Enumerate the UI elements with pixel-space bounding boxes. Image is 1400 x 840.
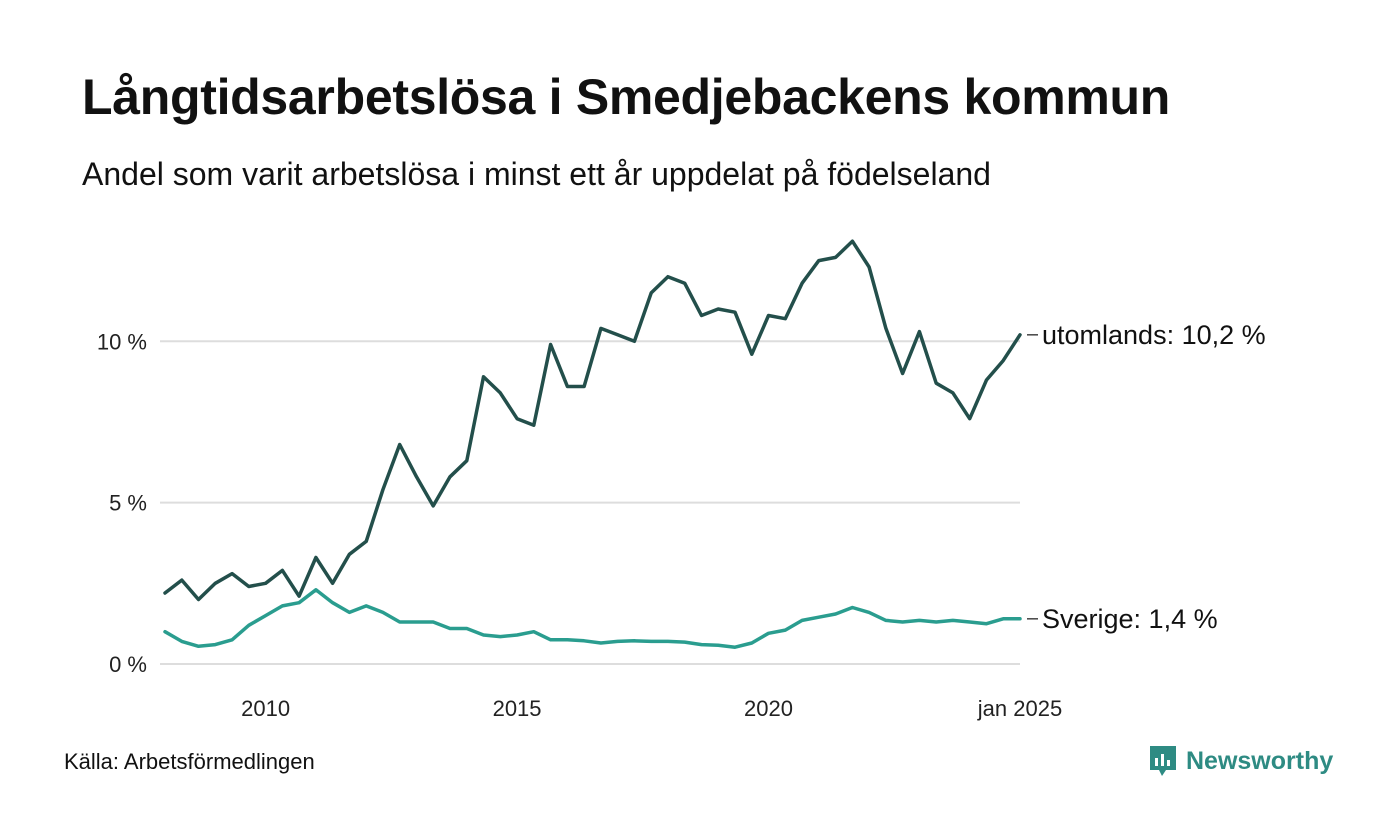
series-lines — [163, 239, 1022, 649]
line-chart: 0 % 5 % 10 % 2010 2015 2020 jan 2025 utomland… — [97, 239, 1266, 721]
end-label-utomlands: utomlands: 10,2 % — [1042, 320, 1266, 350]
y-tick-label: 0 % — [109, 652, 147, 677]
newsworthy-logo-icon — [1150, 746, 1176, 776]
end-labels: utomlands: 10,2 % Sverige: 1,4 % — [1027, 320, 1266, 634]
chart-subtitle: Andel som varit arbetslösa i minst ett å… — [82, 156, 991, 192]
x-tick-label: 2010 — [241, 696, 290, 721]
brand-logo: Newsworthy — [1148, 744, 1333, 778]
series-line-utomlands — [163, 239, 1022, 602]
end-label-sverige: Sverige: 1,4 % — [1042, 604, 1218, 634]
y-tick-label: 5 % — [109, 491, 147, 516]
chart-title: Långtidsarbetslösa i Smedjebackens kommu… — [82, 69, 1171, 125]
x-tick-label: 2015 — [493, 696, 542, 721]
brand-name: Newsworthy — [1186, 746, 1334, 775]
source-note: Källa: Arbetsförmedlingen — [64, 749, 315, 774]
x-tick-label: jan 2025 — [977, 696, 1062, 721]
y-axis-labels: 0 % 5 % 10 % — [97, 329, 147, 677]
x-axis-labels: 2010 2015 2020 jan 2025 — [241, 696, 1062, 721]
x-tick-label: 2020 — [744, 696, 793, 721]
y-tick-label: 10 % — [97, 329, 147, 354]
grid-lines — [160, 340, 1020, 665]
series-line-sverige — [163, 588, 1022, 649]
